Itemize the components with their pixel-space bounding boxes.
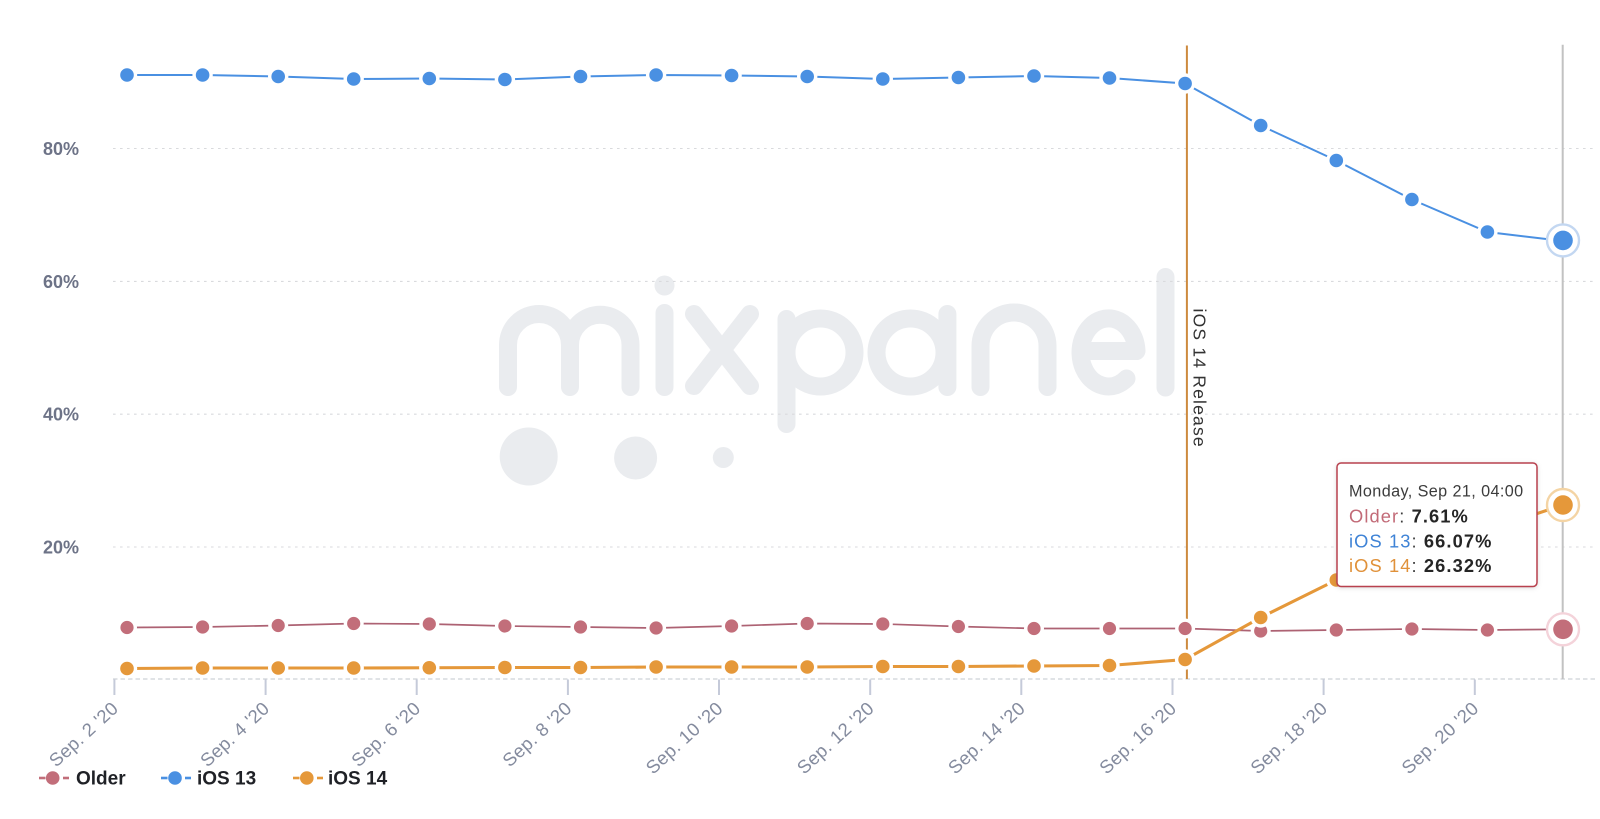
svg-text:Monday, Sep 21, 04:00: Monday, Sep 21, 04:00 [1349,483,1524,501]
svg-text:iOS 14 Release: iOS 14 Release [1190,309,1210,448]
svg-text:Older: 7.61%: Older: 7.61% [1349,506,1469,527]
svg-text:iOS 13: 66.07%: iOS 13: 66.07% [1349,531,1492,552]
svg-text:iOS 14: 26.32%: iOS 14: 26.32% [1349,555,1492,576]
svg-text:80%: 80% [43,139,79,159]
svg-text:20%: 20% [43,538,79,558]
svg-text:60%: 60% [43,272,79,292]
svg-text:40%: 40% [43,405,79,425]
svg-text:iOS 14: iOS 14 [328,769,388,790]
svg-text:iOS 13: iOS 13 [197,769,256,790]
svg-text:Older: Older [76,769,126,790]
